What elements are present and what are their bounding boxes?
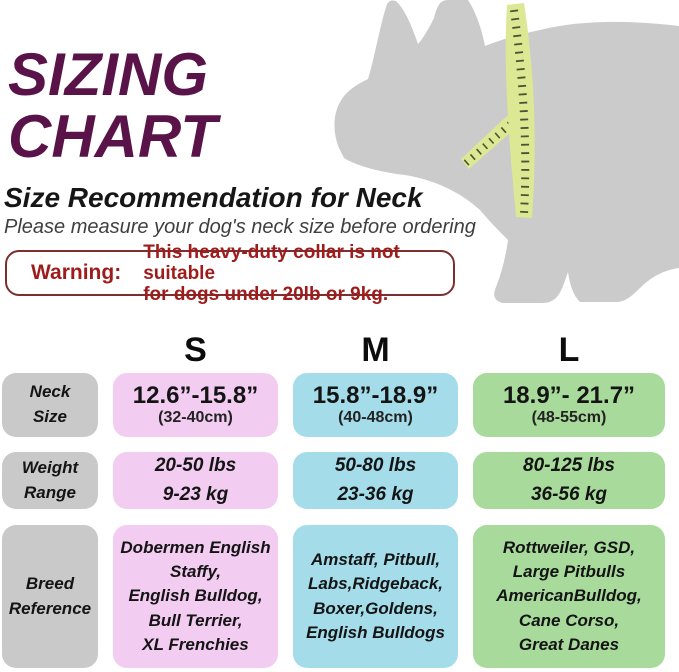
warning-label: Warning: xyxy=(31,261,122,284)
neck-size-cell-m: 15.8”-18.9” (40-48cm) xyxy=(293,373,458,437)
neck-size-row: Neck Size 12.6”-15.8” (32-40cm) 15.8”-18… xyxy=(2,373,665,437)
measuring-tape-diagonal xyxy=(461,114,519,169)
breed-reference-cell-l: Rottweiler, GSD, Large Pitbulls American… xyxy=(473,525,665,668)
breed-reference-cell-m: Amstaff, Pitbull, Labs,Ridgeback, Boxer,… xyxy=(293,525,458,668)
weight-range-row-label: Weight Range xyxy=(2,452,98,509)
weight-range-cell-l: 80-125 lbs 36-56 kg xyxy=(473,452,665,509)
neck-size-l-inches: 18.9”- 21.7” xyxy=(502,381,636,409)
measuring-tape-ticks xyxy=(510,9,530,215)
neck-size-s-cm: (32-40cm) xyxy=(158,409,233,426)
weight-range-cell-s: 20-50 lbs 9-23 kg xyxy=(113,452,278,509)
neck-size-m-cm: (40-48cm) xyxy=(338,409,413,426)
neck-size-m-inches: 15.8”-18.9” xyxy=(312,381,439,409)
warning-box: Warning: This heavy-duty collar is not s… xyxy=(5,242,455,305)
neck-size-s-inches: 12.6”-15.8” xyxy=(132,381,259,409)
breed-reference-cell-s: Dobermen English Staffy, English Bulldog… xyxy=(113,525,278,668)
dog-body-shape xyxy=(334,0,679,303)
size-header-l: L xyxy=(558,330,580,369)
page-title: SIZING CHART xyxy=(8,41,217,170)
breed-reference-l-text: Rottweiler, GSD, Large Pitbulls American… xyxy=(496,538,642,654)
weight-range-m-text: 50-80 lbs 23-36 kg xyxy=(334,455,417,505)
size-header-row: S M L xyxy=(2,328,665,372)
warning-message: This heavy-duty collar is not suitable f… xyxy=(143,241,400,305)
breed-reference-s-text: Dobermen English Staffy, English Bulldog… xyxy=(120,538,271,654)
dog-silhouette-illustration xyxy=(334,0,679,303)
neck-size-cell-l: 18.9”- 21.7” (48-55cm) xyxy=(473,373,665,437)
size-header-s: S xyxy=(184,330,207,369)
neck-size-l-cm: (48-55cm) xyxy=(531,409,607,426)
weight-range-s-text: 20-50 lbs 9-23 kg xyxy=(154,455,237,505)
breed-reference-row: Breed Reference Dobermen English Staffy,… xyxy=(2,525,665,668)
breed-reference-m-text: Amstaff, Pitbull, Labs,Ridgeback, Boxer,… xyxy=(306,550,445,642)
size-header-m: M xyxy=(361,330,390,369)
breed-reference-row-label: Breed Reference xyxy=(2,525,98,668)
weight-range-row: Weight Range 20-50 lbs 9-23 kg 50-80 lbs… xyxy=(2,452,665,509)
weight-range-cell-m: 50-80 lbs 23-36 kg xyxy=(293,452,458,509)
weight-range-l-text: 80-125 lbs 36-56 kg xyxy=(523,455,615,505)
measure-note: Please measure your dog's neck size befo… xyxy=(4,216,476,238)
neck-size-row-label: Neck Size xyxy=(2,373,98,437)
neck-size-cell-s: 12.6”-15.8” (32-40cm) xyxy=(113,373,278,437)
section-subtitle: Size Recommendation for Neck xyxy=(4,182,423,213)
